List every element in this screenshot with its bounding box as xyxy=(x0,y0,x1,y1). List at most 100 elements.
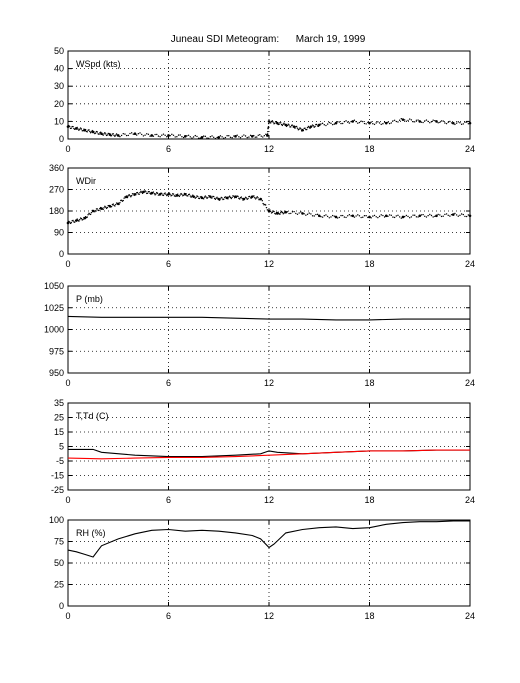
y-tick-label: 40 xyxy=(54,64,64,74)
data-point-fill xyxy=(417,119,419,121)
data-point-fill xyxy=(271,211,274,214)
data-point-fill xyxy=(378,215,381,218)
x-tick-label: 6 xyxy=(166,495,171,505)
data-point-fill xyxy=(98,133,100,136)
data-point-fill xyxy=(192,136,195,138)
data-point-fill xyxy=(76,218,78,220)
data-point-fill xyxy=(74,219,77,222)
data-point-fill xyxy=(398,119,401,121)
x-tick-label: 24 xyxy=(465,611,475,621)
data-point-fill xyxy=(370,121,372,123)
data-point-fill xyxy=(363,122,366,125)
data-point-fill xyxy=(116,134,119,136)
data-point-fill xyxy=(219,198,222,200)
data-point-fill xyxy=(221,197,223,199)
data-point-fill xyxy=(424,120,426,122)
y-tick-label: 25 xyxy=(54,413,64,423)
data-point-fill xyxy=(392,120,394,122)
data-point-fill xyxy=(205,196,207,198)
data-point-fill xyxy=(99,131,102,133)
data-point xyxy=(250,135,254,138)
data-point-fill xyxy=(171,194,173,197)
data-point-fill xyxy=(347,121,349,123)
data-point-fill xyxy=(305,128,308,131)
data-point-fill xyxy=(409,217,411,219)
data-point-fill xyxy=(313,215,315,217)
data-point-fill xyxy=(457,121,459,123)
data-point-fill xyxy=(387,121,389,123)
data-point-fill xyxy=(392,216,394,218)
data-point-fill xyxy=(393,119,396,121)
data-point-fill xyxy=(110,135,113,137)
data-point-fill xyxy=(139,132,141,134)
data-point xyxy=(150,134,154,137)
data-point-fill xyxy=(187,134,190,136)
x-tick-label: 6 xyxy=(166,259,171,269)
y-tick-label: 75 xyxy=(54,537,64,547)
data-point-fill xyxy=(380,214,382,216)
data-point-fill xyxy=(439,214,441,216)
data-point-fill xyxy=(196,135,198,138)
data-point-fill xyxy=(79,128,81,130)
panel-label: RH (%) xyxy=(76,528,106,538)
data-point-fill xyxy=(76,126,78,129)
data-point-fill xyxy=(240,196,243,198)
data-point-fill xyxy=(188,193,191,195)
data-point-fill xyxy=(125,134,128,137)
x-tick-label: 18 xyxy=(364,611,374,621)
data-point-fill xyxy=(118,203,120,206)
data-point-fill xyxy=(259,198,261,201)
data-point-fill xyxy=(280,122,282,124)
data-point-fill xyxy=(414,214,416,216)
data-point-fill xyxy=(360,120,362,122)
data-point xyxy=(266,134,269,137)
data-point-fill xyxy=(87,214,89,216)
data-point-fill xyxy=(407,119,409,122)
data-point-fill xyxy=(237,195,239,198)
data-point-fill xyxy=(383,121,386,123)
data-point-fill xyxy=(120,134,123,137)
data-point-fill xyxy=(89,132,92,134)
data-point-fill xyxy=(166,194,168,197)
data-point-fill xyxy=(230,197,233,200)
panel-wind-speed: 0 6 12 18 24 0 10 20 30 40 50 WSpd (kts) xyxy=(54,46,475,154)
data-point-fill xyxy=(275,211,278,214)
data-point-fill xyxy=(68,124,70,127)
data-point-fill xyxy=(403,215,406,218)
data-point-fill xyxy=(256,196,258,198)
data-point-fill xyxy=(393,216,396,219)
data-point-fill xyxy=(417,216,419,218)
data-point-fill xyxy=(233,195,235,197)
data-point-fill xyxy=(213,136,215,139)
data-point-fill xyxy=(300,128,302,130)
data-point-fill xyxy=(377,216,379,219)
data-point-fill xyxy=(455,122,458,124)
data-point-fill xyxy=(144,190,146,192)
panel-relative-humidity: 0 6 12 18 24 0 25 50 75 100 RH (%) xyxy=(49,515,475,621)
data-point xyxy=(317,123,321,127)
data-point-fill xyxy=(175,194,177,196)
data-point-fill xyxy=(233,135,235,137)
x-tick-label: 0 xyxy=(65,495,70,505)
x-tick-label: 18 xyxy=(364,144,374,154)
data-point-fill xyxy=(135,134,138,136)
data-point-fill xyxy=(265,206,268,209)
data-point-fill xyxy=(84,215,87,218)
data-point-fill xyxy=(328,217,330,219)
data-point-fill xyxy=(425,119,428,121)
data-point-fill xyxy=(127,195,129,197)
data-point-fill xyxy=(145,191,147,193)
data-point-fill xyxy=(308,212,310,214)
data-point-fill xyxy=(162,133,165,135)
data-point-fill xyxy=(129,132,131,135)
data-point-fill xyxy=(225,197,227,200)
data-point-fill xyxy=(241,135,243,138)
data-point-fill xyxy=(400,117,403,120)
panel-label: P (mb) xyxy=(76,294,103,304)
data-point-fill xyxy=(80,128,83,130)
data-point-fill xyxy=(164,134,166,137)
data-point-fill xyxy=(172,193,175,195)
data-point-fill xyxy=(311,125,313,128)
data-point-fill xyxy=(168,192,171,194)
data-point-fill xyxy=(84,128,87,131)
